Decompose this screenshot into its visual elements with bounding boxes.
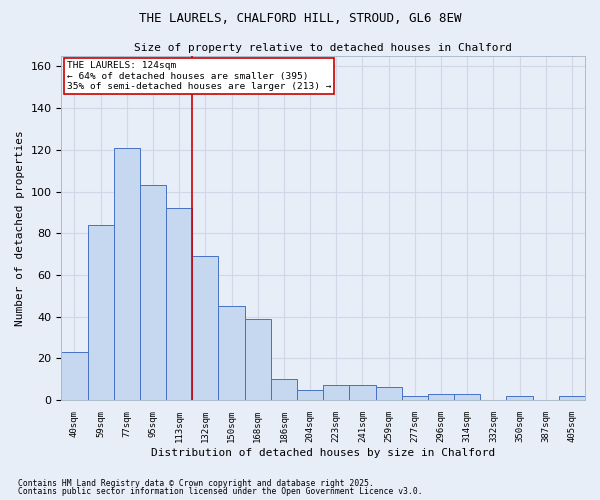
Bar (88, 225, 114, 400)
Text: Contains public sector information licensed under the Open Government Licence v3: Contains public sector information licen… (18, 487, 422, 496)
Bar (376, 388, 402, 400)
Bar (61, 352, 88, 400)
Bar (454, 394, 480, 400)
Text: Contains HM Land Registry data © Crown copyright and database right 2025.: Contains HM Land Registry data © Crown c… (18, 478, 374, 488)
Bar (428, 394, 454, 400)
X-axis label: Distribution of detached houses by size in Chalford: Distribution of detached houses by size … (151, 448, 496, 458)
Y-axis label: Number of detached properties: Number of detached properties (15, 130, 25, 326)
Bar (114, 148, 140, 400)
Bar (245, 318, 271, 400)
Bar (218, 306, 245, 400)
Bar (297, 390, 323, 400)
Bar (193, 256, 218, 400)
Bar (402, 396, 428, 400)
Text: THE LAURELS: 124sqm
← 64% of detached houses are smaller (395)
35% of semi-detac: THE LAURELS: 124sqm ← 64% of detached ho… (67, 61, 331, 91)
Bar (323, 386, 349, 400)
Bar (271, 379, 297, 400)
Bar (166, 208, 193, 400)
Text: THE LAURELS, CHALFORD HILL, STROUD, GL6 8EW: THE LAURELS, CHALFORD HILL, STROUD, GL6 … (139, 12, 461, 26)
Bar (140, 186, 166, 400)
Title: Size of property relative to detached houses in Chalford: Size of property relative to detached ho… (134, 42, 512, 52)
Bar (506, 396, 533, 400)
Bar (349, 386, 376, 400)
Bar (559, 396, 585, 400)
